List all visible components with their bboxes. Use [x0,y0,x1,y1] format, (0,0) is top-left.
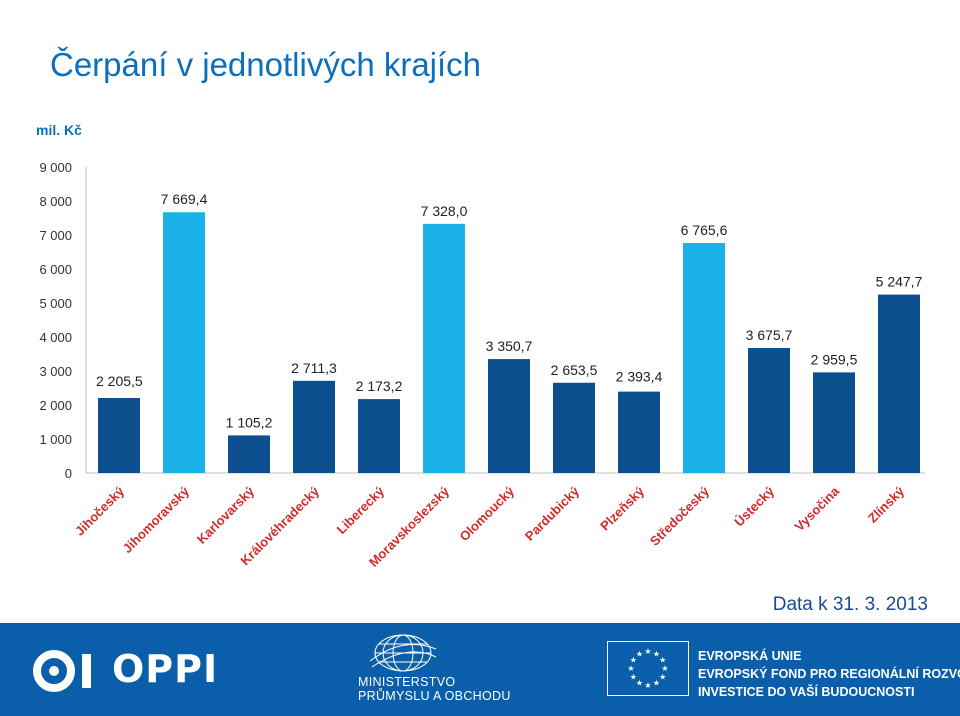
eu-line-1: EVROPSKÁ UNIE [698,649,802,663]
eu-star-icon: ★ [627,664,634,673]
eu-star-icon: ★ [630,656,637,665]
data-date-note: Data k 31. 3. 2013 [772,594,928,615]
y-tick-label: 0 [65,466,72,481]
eu-star-icon: ★ [653,679,660,688]
y-tick-label: 7 000 [39,228,72,243]
category-label: Jihočeský [72,483,128,539]
category-label: Pardubický [522,483,583,544]
data-label: 2 205,5 [96,373,143,389]
eu-line-2: EVROPSKÝ FOND PRO REGIONÁLNÍ ROZVOJ [698,667,960,681]
ministry-name: MINISTERSTVO PRŮMYSLU A OBCHODU [358,675,511,703]
data-label: 5 247,7 [876,274,923,290]
data-label: 6 765,6 [681,222,728,238]
oppi-logo-icon [33,650,91,692]
data-label: 2 653,5 [551,362,598,378]
eu-line-3: INVESTICE DO VAŠÍ BUDOUCNOSTI [698,685,915,699]
eu-star-icon: ★ [636,679,643,688]
footer-banner: OPPI MINISTERSTVO PRŮMYSLU A OBCHODU ★ ★ ★… [0,623,960,716]
bar [618,391,660,473]
oppi-logo-text: OPPI [112,647,219,691]
eu-star-icon: ★ [653,649,660,658]
y-tick-label: 6 000 [39,262,72,277]
category-label: Plzeňský [597,483,647,533]
page-title: Čerpání v jednotlivých krajích [50,46,482,83]
ministry-line-2: PRŮMYSLU A OBCHODU [358,689,511,703]
category-label: Jihomoravský [120,483,193,556]
data-label: 2 393,4 [616,369,663,385]
data-label: 3 350,7 [486,338,533,354]
data-label: 2 711,3 [291,360,337,376]
bar [748,348,790,473]
eu-star-icon: ★ [630,673,637,682]
category-label: Olomoucký [456,483,517,544]
eu-star-icon: ★ [644,681,651,690]
y-tick-label: 9 000 [39,160,72,175]
bar [98,398,140,473]
bar [488,359,530,473]
bar [813,372,855,473]
ministry-globe-logo-icon [369,634,437,672]
data-label: 1 105,2 [226,414,273,430]
bar [163,212,205,473]
eu-star-icon: ★ [659,656,666,665]
y-tick-label: 3 000 [39,364,72,379]
y-tick-label: 2 000 [39,398,72,413]
bar [553,382,595,473]
bar [423,223,465,473]
bar [228,435,270,473]
category-label: Vysočina [791,483,842,534]
data-label: 2 959,5 [811,351,858,367]
bar [683,242,725,473]
category-label: Karlovarský [194,483,258,547]
category-label: Zlínský [865,483,908,526]
y-tick-label: 1 000 [39,432,72,447]
ministry-line-1: MINISTERSTVO [358,675,456,689]
bar [293,380,335,473]
bar [358,399,400,473]
eu-flag-icon: ★ ★ ★ ★ ★ ★ ★ ★ ★ ★ ★ ★ [607,641,689,696]
bar-chart: 0 1 000 2 000 3 000 4 000 5 000 6 000 7 000 8 00… [39,160,925,570]
eu-star-icon: ★ [659,673,666,682]
eu-star-icon: ★ [636,649,643,658]
data-label: 2 173,2 [356,378,403,394]
data-label: 3 675,7 [746,327,793,343]
y-tick-label: 4 000 [39,330,72,345]
data-label: 7 669,4 [161,191,208,207]
eu-star-icon: ★ [661,664,668,673]
eu-text-block: EVROPSKÁ UNIE EVROPSKÝ FOND PRO REGIONÁL… [698,647,960,701]
category-label: Středočeský [647,483,713,549]
category-label: Liberecký [334,483,388,537]
eu-star-icon: ★ [644,647,651,656]
y-tick-label: 8 000 [39,194,72,209]
bar [878,294,920,473]
y-axis-unit-label: mil. Kč [36,122,82,138]
category-label: Ústecký [731,483,777,529]
y-tick-label: 5 000 [39,296,72,311]
data-label: 7 328,0 [421,203,468,219]
